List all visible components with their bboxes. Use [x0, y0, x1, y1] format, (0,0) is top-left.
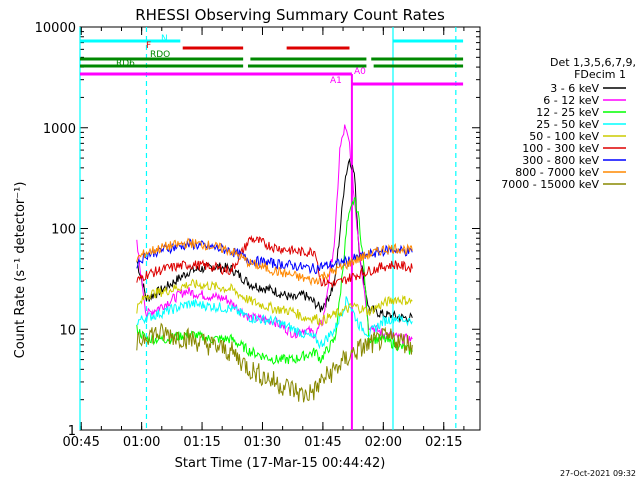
legend-entry-label: 12 - 25 keV — [536, 106, 599, 119]
legend-entry-label: 25 - 50 keV — [536, 118, 599, 131]
flag-label-a0: A0 — [354, 67, 366, 77]
x-tick-label: 01:15 — [183, 435, 220, 450]
legend-header-det: Det 1,3,5,6,7,9, — [550, 56, 636, 69]
series-line-2 — [136, 196, 413, 365]
x-tick-label: 01:00 — [123, 435, 160, 450]
x-tick-label: 02:00 — [365, 435, 402, 450]
legend-entry-label: 3 - 6 keV — [550, 82, 599, 95]
chart-title: RHESSI Observing Summary Count Rates — [135, 6, 445, 24]
series-lines — [136, 124, 413, 403]
legend-entry-label: 50 - 100 keV — [529, 130, 599, 143]
x-axis-label: Start Time (17-Mar-15 00:44:42) — [175, 456, 386, 471]
flag-label-rd6: RD6 — [116, 59, 135, 69]
y-axis-label: Count Rate (s⁻¹ detector⁻¹) — [13, 182, 28, 359]
series-line-0 — [136, 157, 413, 323]
legend-entry-label: 6 - 12 keV — [543, 94, 599, 107]
flag-label-a1: A1 — [330, 76, 342, 86]
axes-frame: 1 10 100 1000 10000 00:45 01:00 01:15 01:30 01:45… — [35, 21, 481, 450]
series-line-3 — [136, 296, 413, 350]
legend-entry-label: 100 - 300 keV — [522, 142, 599, 155]
plot-frame — [79, 26, 481, 431]
flag-label-n: N — [161, 34, 168, 44]
series-line-7 — [136, 237, 413, 287]
flag-label-rdo: RDO — [150, 50, 170, 60]
series-line-5 — [136, 234, 413, 288]
y-tick-label: 1000 — [43, 122, 76, 137]
y-tick-label: 1 — [68, 424, 76, 439]
legend-entry-label: 800 - 7000 keV — [515, 166, 599, 179]
x-tick-label: 01:45 — [304, 435, 341, 450]
flag-label-f: F — [146, 41, 151, 51]
legend-entry-label: 7000 - 15000 keV — [501, 178, 599, 191]
x-tick-label: 02:15 — [425, 435, 462, 450]
y-tick-label: 10000 — [35, 21, 76, 36]
y-tick-label: 100 — [51, 223, 76, 238]
legend-header-fdecim: FDecim 1 — [574, 68, 626, 81]
x-tick-label: 00:45 — [62, 435, 99, 450]
footer-date: 27-Oct-2021 09:32 — [560, 469, 636, 478]
y-tick-label: 10 — [59, 323, 76, 338]
series-line-4 — [136, 278, 413, 326]
series-line-6 — [136, 237, 413, 275]
series-line-8 — [136, 322, 413, 403]
x-tick-label: 01:30 — [244, 435, 281, 450]
legend-entry-label: 300 - 800 keV — [522, 154, 599, 167]
